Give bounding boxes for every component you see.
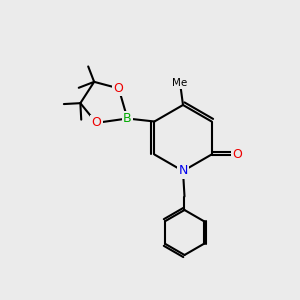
Text: B: B [123, 112, 132, 125]
Text: O: O [92, 116, 101, 129]
Text: N: N [178, 164, 188, 178]
Text: Me: Me [172, 77, 188, 88]
Text: O: O [114, 82, 124, 95]
Text: O: O [232, 148, 242, 161]
